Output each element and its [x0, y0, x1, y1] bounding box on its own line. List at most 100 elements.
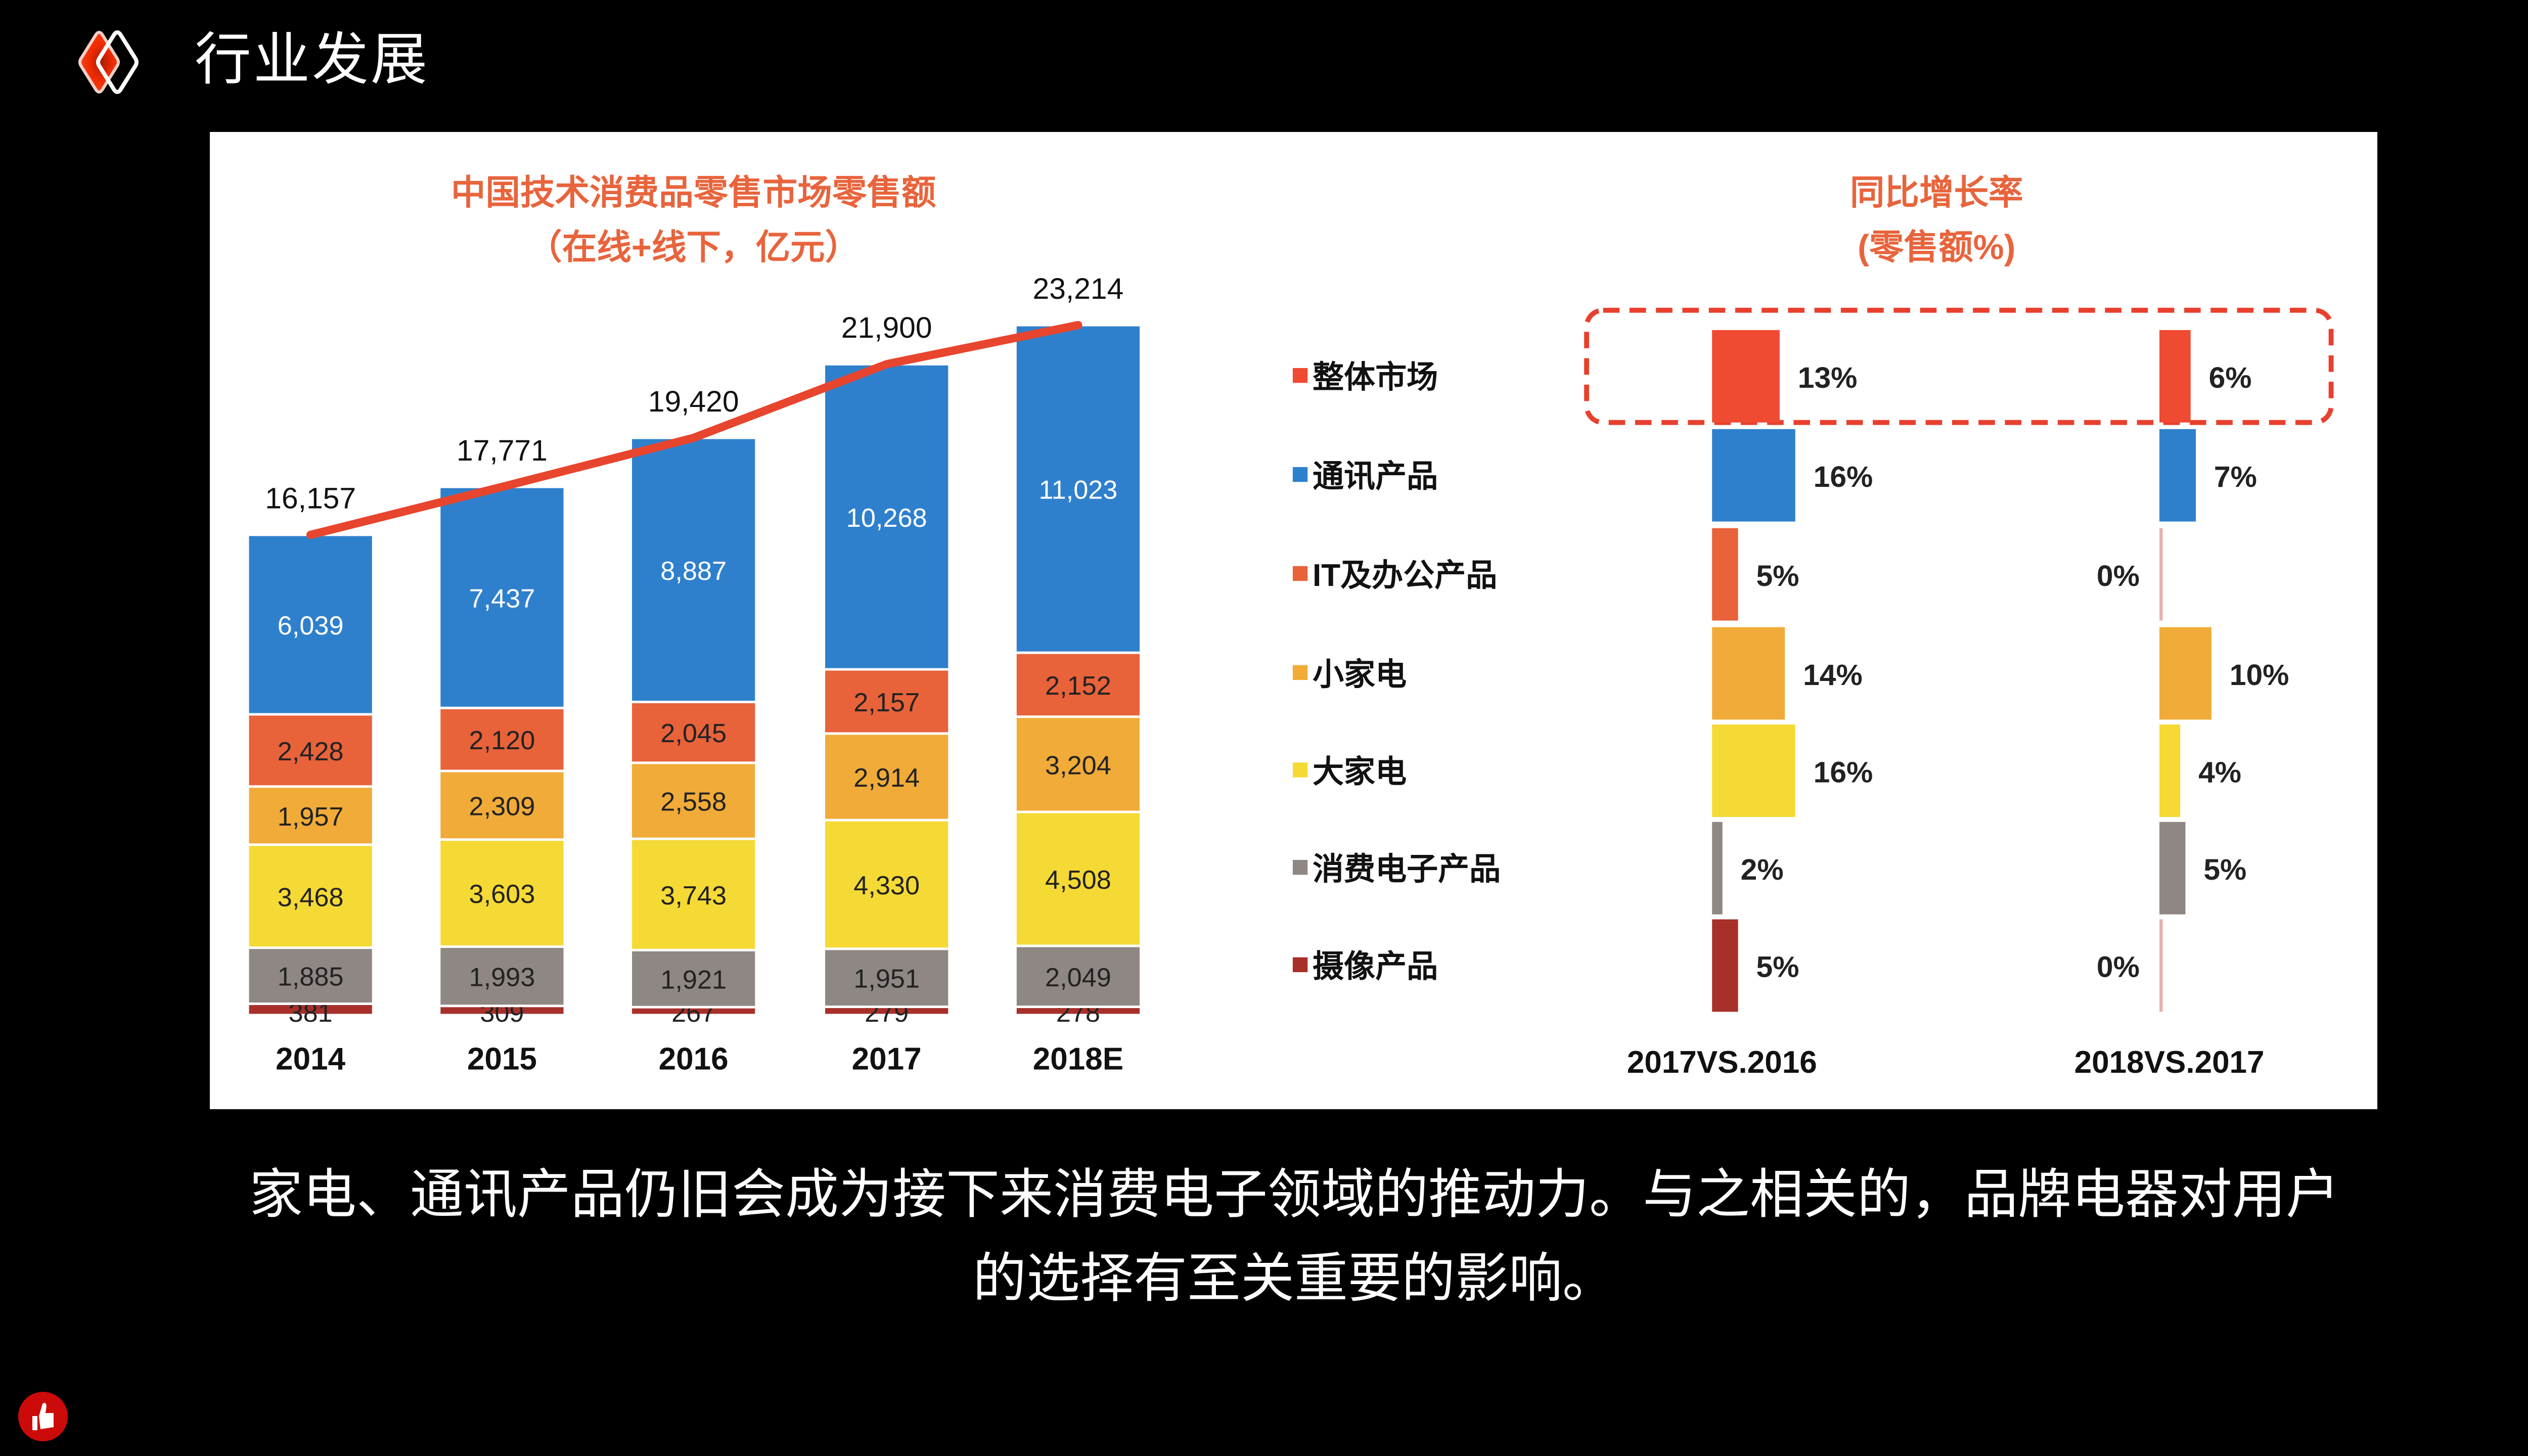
bar-segment [1014, 810, 1142, 947]
bar-value-label: 3,743 [660, 881, 727, 911]
bar-segment [246, 785, 375, 846]
growth-value-label: 0% [2097, 560, 2140, 593]
bar-value-label: 3,603 [469, 880, 535, 909]
growth-value-label: 6% [2209, 361, 2252, 394]
column-label: 2017VS.2016 [1627, 1045, 1817, 1080]
x-tick-label: 2016 [659, 1042, 729, 1077]
legend-label: 摄像产品 [1313, 949, 1438, 984]
legend-swatch [1292, 957, 1308, 972]
bar-value-label: 7,437 [469, 584, 535, 613]
growth-value-label: 5% [1756, 560, 1799, 593]
bar-segment [629, 948, 758, 1009]
growth-value-label: 2% [1741, 853, 1784, 886]
total-value-label: 21,900 [841, 311, 932, 344]
thumbs-up-icon [32, 1402, 54, 1430]
bar-segment [1014, 944, 1142, 1008]
bar-segment [246, 843, 375, 949]
bar-value-label: 10,268 [846, 504, 927, 533]
bar-segment [629, 701, 758, 764]
total-value-label: 23,214 [1033, 272, 1124, 305]
growth-value-label: 5% [1756, 951, 1799, 984]
growth-bar [1712, 822, 1723, 915]
growth-bar [2159, 724, 2181, 817]
column-label: 2018VS.2017 [2074, 1045, 2265, 1080]
highlight-dashed-box [1584, 307, 2334, 425]
growth-bar [1712, 528, 1738, 621]
legend-swatch [1292, 859, 1308, 875]
bar-value-label: 2,428 [278, 737, 344, 766]
bar-segment [1014, 651, 1142, 718]
growth-bar [1712, 627, 1785, 720]
bar-value-label: 1,957 [278, 802, 344, 832]
left-chart-title: 中国技术消费品零售市场零售额 [451, 173, 936, 212]
growth-bar [2159, 822, 2186, 915]
bar-segment [823, 668, 951, 735]
growth-value-label: 16% [1814, 461, 1873, 493]
growth-value-label: 10% [2230, 659, 2289, 692]
bar-value-label: 2,558 [660, 788, 727, 817]
growth-value-label: 5% [2203, 853, 2246, 886]
bar-segment [629, 837, 758, 951]
x-tick-label: 2014 [276, 1042, 345, 1077]
bar-segment [823, 362, 951, 671]
legend-label: 消费电子产品 [1313, 852, 1501, 887]
legend-label: IT及办公产品 [1313, 558, 1497, 593]
bar-segment [823, 818, 951, 950]
growth-bar [1712, 330, 1780, 423]
bar-segment [1014, 715, 1142, 813]
bar-value-label: 2,157 [853, 688, 920, 717]
x-tick-label: 2018E [1033, 1042, 1123, 1077]
chart-panel: 中国技术消费品零售市场零售额 （在线+线下，亿元） 同比增长率 (零售额%) 3… [210, 132, 2377, 1109]
bar-value-label: 1,993 [469, 963, 535, 992]
total-value-label: 17,771 [457, 434, 548, 467]
total-value-label: 16,157 [265, 482, 356, 515]
bar-segment [1014, 324, 1142, 654]
total-line [306, 321, 1082, 539]
growth-bar [2159, 528, 2163, 621]
growth-bar [1712, 429, 1795, 522]
bar-value-label: 1,951 [853, 965, 920, 994]
left-chart-subtitle: （在线+线下，亿元） [527, 228, 860, 266]
legend-label: 小家电 [1313, 657, 1407, 692]
bar-value-label: 1,921 [660, 965, 727, 994]
growth-bar [2159, 429, 2196, 522]
bar-segment [438, 838, 566, 948]
bar-segment [629, 761, 758, 840]
right-chart-subtitle: (零售额%) [1858, 228, 2015, 266]
right-chart-title: 同比增长率 [1850, 173, 2023, 212]
bar-segment [246, 533, 375, 716]
bar-value-label: 6,039 [278, 611, 344, 641]
bar-value-label: 4,330 [853, 871, 920, 900]
growth-bar [1712, 919, 1738, 1012]
total-value-label: 19,420 [648, 385, 739, 418]
bar-value-label: 2,120 [469, 726, 535, 755]
bar-segment [438, 706, 566, 772]
bar-value-label: 3,204 [1045, 751, 1111, 780]
bar-value-label: 2,309 [469, 792, 535, 821]
page-title: 行业发展 [195, 28, 429, 91]
legend-label: 整体市场 [1313, 360, 1438, 395]
legend-swatch [1292, 467, 1308, 482]
growth-bar [2159, 919, 2163, 1012]
bar-value-label: 11,023 [1039, 476, 1117, 505]
growth-value-label: 4% [2198, 756, 2241, 789]
legend-label: 通讯产品 [1313, 459, 1438, 494]
growth-value-label: 14% [1803, 659, 1863, 692]
x-tick-label: 2017 [852, 1042, 922, 1077]
growth-value-label: 7% [2214, 461, 2257, 493]
growth-value-label: 13% [1798, 361, 1858, 394]
double-diamond-logo-icon [60, 24, 161, 100]
like-button[interactable] [18, 1392, 68, 1441]
caption-text: 家电、通讯产品仍旧会成为接下来消费电子领域的推动力。与之相关的，品牌电器对用户的… [249, 1165, 2339, 1308]
bar-value-label: 2,045 [660, 719, 727, 748]
bar-segment [629, 436, 758, 703]
legend-swatch [1292, 762, 1308, 778]
bar-value-label: 2,049 [1045, 963, 1111, 992]
legend-swatch [1292, 368, 1308, 383]
bar-value-label: 2,152 [1045, 671, 1111, 701]
bar-value-label: 1,885 [278, 963, 344, 992]
x-tick-label: 2015 [467, 1042, 537, 1077]
bar-segment [438, 769, 566, 841]
growth-bar [1712, 724, 1795, 817]
growth-bar [2159, 627, 2211, 720]
